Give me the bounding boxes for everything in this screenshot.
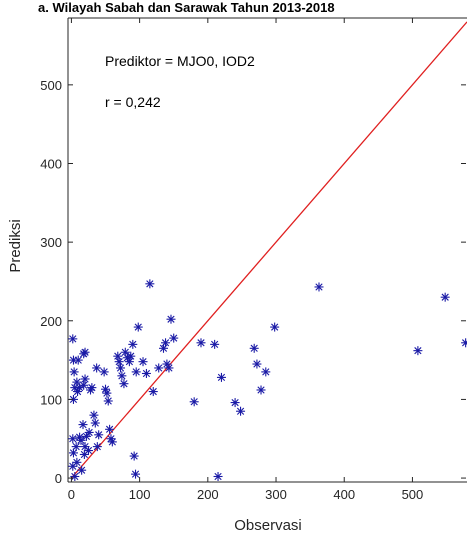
y-tick-label: 300 — [40, 235, 62, 250]
data-point — [131, 367, 141, 377]
data-point — [79, 449, 89, 459]
annotation-predictor: Prediktor = MJO0, IOD2 — [105, 53, 255, 69]
data-point — [129, 451, 139, 461]
data-point — [101, 384, 111, 394]
data-point — [92, 363, 102, 373]
data-point — [107, 437, 117, 447]
data-point — [252, 359, 262, 369]
y-tick-label: 200 — [40, 314, 62, 329]
data-point — [116, 363, 126, 373]
data-point — [83, 446, 93, 456]
data-point — [141, 368, 151, 378]
data-point — [90, 418, 100, 428]
x-axis-label: Observasi — [234, 517, 302, 534]
data-point — [210, 339, 220, 349]
data-point — [102, 388, 112, 398]
data-point — [68, 448, 78, 458]
data-point — [213, 471, 223, 481]
data-point — [80, 347, 90, 357]
y-tick-label: 400 — [40, 156, 62, 171]
data-point — [68, 334, 78, 344]
data-point — [80, 374, 90, 384]
data-point — [103, 396, 113, 406]
data-point — [77, 465, 87, 475]
y-tick-label: 0 — [55, 471, 62, 486]
chart-title: a. Wilayah Sabah dan Sarawak Tahun 2013-… — [38, 0, 335, 15]
data-point — [196, 338, 206, 348]
data-point — [236, 406, 246, 416]
data-point — [124, 357, 134, 367]
data-point — [94, 430, 104, 440]
data-point — [99, 367, 109, 377]
data-point — [216, 372, 226, 382]
x-tick-label: 300 — [265, 487, 287, 502]
data-point — [78, 420, 88, 430]
data-point — [161, 338, 171, 348]
data-point — [71, 442, 81, 452]
data-point — [89, 410, 99, 420]
data-point — [126, 351, 136, 361]
data-point — [413, 346, 423, 356]
x-tick-label: 400 — [333, 487, 355, 502]
data-point — [79, 380, 89, 390]
y-tick-label: 500 — [40, 78, 62, 93]
data-point — [70, 471, 80, 481]
data-point — [138, 357, 148, 367]
data-point — [133, 322, 143, 332]
data-point — [145, 279, 155, 289]
data-point — [69, 367, 79, 377]
y-tick-label: 100 — [40, 392, 62, 407]
data-point — [128, 339, 138, 349]
data-point — [84, 427, 94, 437]
y-axis-ticks: 0 100 200 300 400 500 — [40, 78, 466, 486]
data-point — [117, 371, 127, 381]
data-point — [87, 383, 97, 393]
plot-area — [67, 17, 467, 483]
data-point — [169, 333, 179, 343]
data-point — [72, 457, 82, 467]
data-point — [154, 363, 164, 373]
data-point — [440, 292, 450, 302]
data-point — [270, 322, 280, 332]
data-point — [314, 282, 324, 292]
y-axis-label: Prediksi — [7, 219, 24, 272]
data-point — [166, 314, 176, 324]
data-point — [148, 387, 158, 397]
data-point — [261, 367, 271, 377]
data-point — [105, 424, 115, 434]
x-tick-label: 200 — [197, 487, 219, 502]
data-point — [92, 442, 102, 452]
data-point — [230, 398, 240, 408]
x-axis-ticks: 0 100 200 300 400 500 — [68, 18, 423, 502]
x-tick-label: 500 — [402, 487, 424, 502]
reference-line — [70, 21, 467, 479]
data-point — [131, 469, 141, 479]
data-point — [68, 434, 78, 444]
data-point — [189, 397, 199, 407]
data-point — [73, 355, 83, 365]
data-point — [249, 343, 259, 353]
data-point — [119, 379, 129, 389]
x-tick-label: 100 — [129, 487, 151, 502]
data-point — [461, 338, 467, 348]
data-point — [113, 351, 123, 361]
data-point — [76, 435, 86, 445]
data-point — [164, 363, 174, 373]
x-tick-label: 0 — [68, 487, 75, 502]
data-point — [114, 357, 124, 367]
data-point — [256, 385, 266, 395]
data-point — [75, 383, 85, 393]
annotation-r: r = 0,242 — [105, 94, 161, 110]
